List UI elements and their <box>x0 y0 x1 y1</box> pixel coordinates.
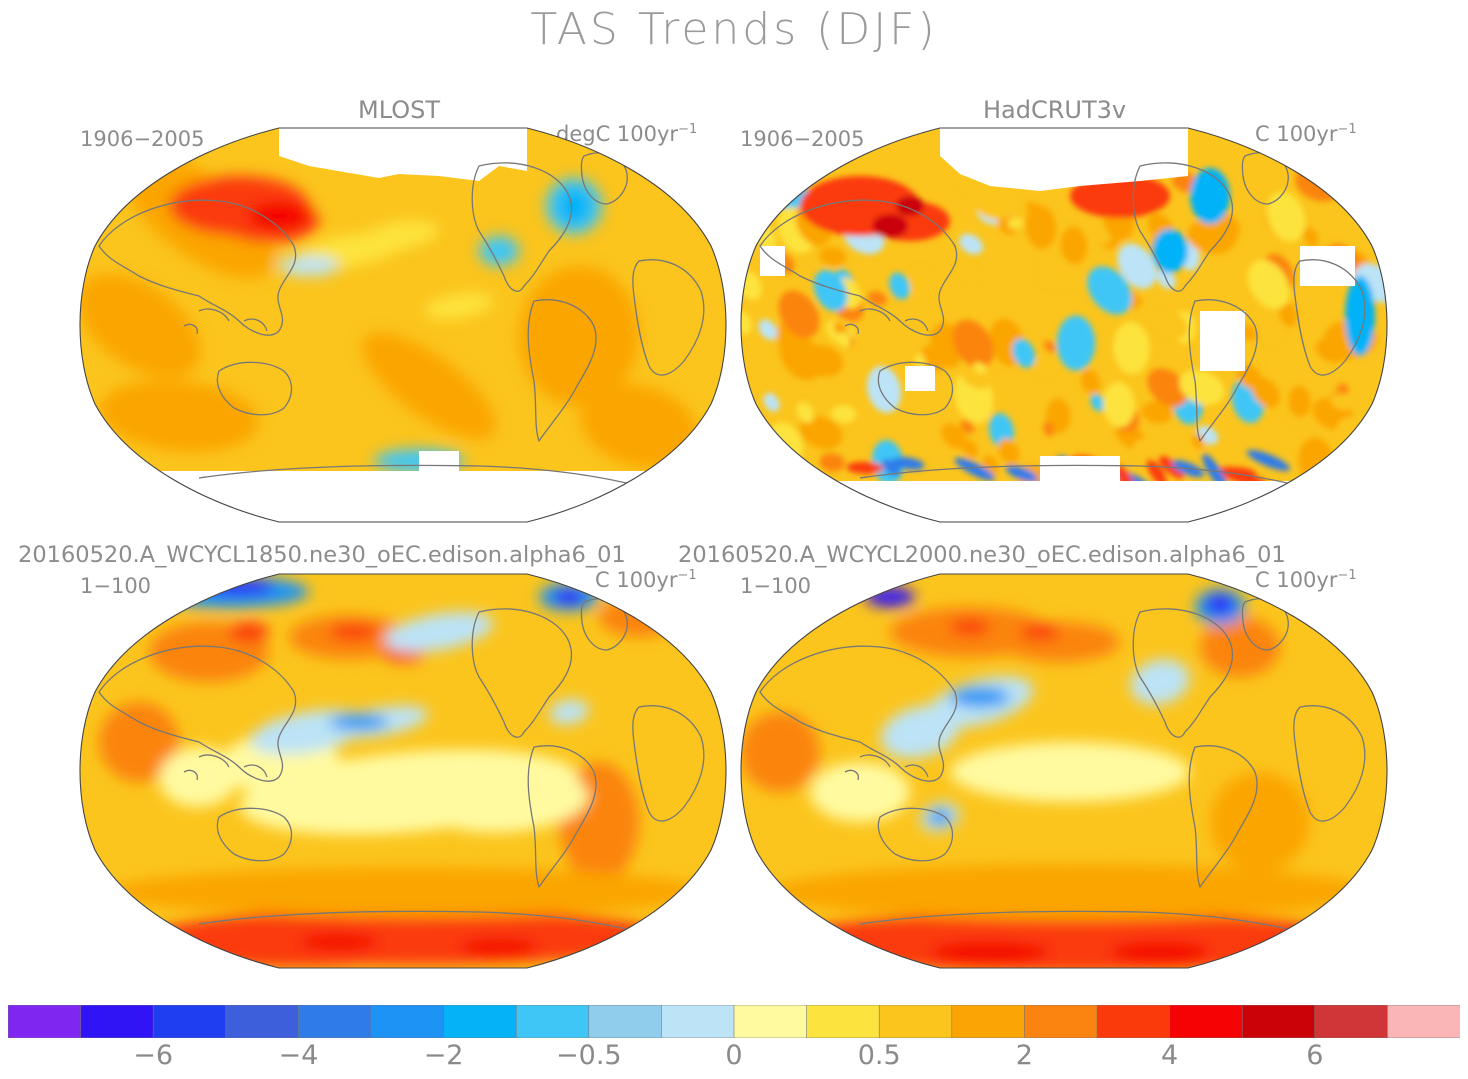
colorbar-tick-label: −4 <box>278 1040 319 1071</box>
colorbar-swatch <box>951 1005 1026 1038</box>
panel-title-model-1850: 20160520.A_WCYCL1850.ne30_oEC.edison.alp… <box>18 542 626 568</box>
map-model-1850 <box>79 573 727 969</box>
colorbar-tick-label: 0 <box>725 1040 743 1071</box>
panel-title-hadcrut: HadCRUT3v <box>983 96 1127 124</box>
colorbar-tick-label: 4 <box>1161 1040 1179 1071</box>
colorbar-swatch <box>370 1005 445 1038</box>
colorbar-tick-label: 2 <box>1015 1040 1033 1071</box>
panel-units-mlost: degC 100yr−1 <box>556 122 698 146</box>
colorbar-swatch <box>733 1005 808 1038</box>
colorbar-swatch <box>8 1005 82 1038</box>
colorbar-swatch <box>1241 1005 1316 1038</box>
figure-title: TAS Trends (DJF) <box>530 4 938 55</box>
panel-period-model-1850: 1−100 <box>80 574 152 598</box>
colorbar-swatch <box>225 1005 300 1038</box>
colorbar-tick-label: 6 <box>1306 1040 1324 1071</box>
colorbar-swatch <box>80 1005 154 1038</box>
colorbar-swatch <box>1096 1005 1171 1038</box>
colorbar-tick-label: 0.5 <box>857 1040 901 1071</box>
panel-period-hadcrut: 1906−2005 <box>740 127 865 151</box>
colorbar-swatch <box>298 1005 372 1038</box>
panel-units-model-1850: C 100yr−1 <box>595 568 697 592</box>
map-mlost <box>79 127 727 523</box>
panel-title-model-2000: 20160520.A_WCYCL2000.ne30_oEC.edison.alp… <box>678 542 1286 568</box>
colorbar-swatch <box>661 1005 735 1038</box>
colorbar-swatch <box>515 1005 590 1038</box>
colorbar-tick-label: −0.5 <box>556 1040 622 1071</box>
colorbar-swatch <box>878 1005 953 1038</box>
panel-units-hadcrut: C 100yr−1 <box>1255 122 1357 146</box>
colorbar-swatch <box>152 1005 227 1038</box>
colorbar <box>8 1005 1460 1038</box>
map-hadcrut <box>740 127 1388 523</box>
colorbar-swatch <box>588 1005 663 1038</box>
colorbar-swatch <box>443 1005 518 1038</box>
colorbar-ticks: −6 −4 −2 −0.5 0 0.5 2 4 6 <box>8 1040 1460 1076</box>
map-model-2000 <box>740 573 1388 969</box>
colorbar-swatch <box>1387 1005 1460 1038</box>
colorbar-swatch <box>1169 1005 1243 1038</box>
colorbar-swatch <box>1314 1005 1389 1038</box>
colorbar-swatch <box>806 1005 880 1038</box>
panel-title-mlost: MLOST <box>358 96 441 124</box>
colorbar-swatch <box>1024 1005 1098 1038</box>
panel-period-model-2000: 1−100 <box>740 574 812 598</box>
colorbar-tick-label: −2 <box>423 1040 464 1071</box>
panel-period-mlost: 1906−2005 <box>80 127 205 151</box>
colorbar-tick-label: −6 <box>133 1040 174 1071</box>
panel-units-model-2000: C 100yr−1 <box>1255 568 1357 592</box>
